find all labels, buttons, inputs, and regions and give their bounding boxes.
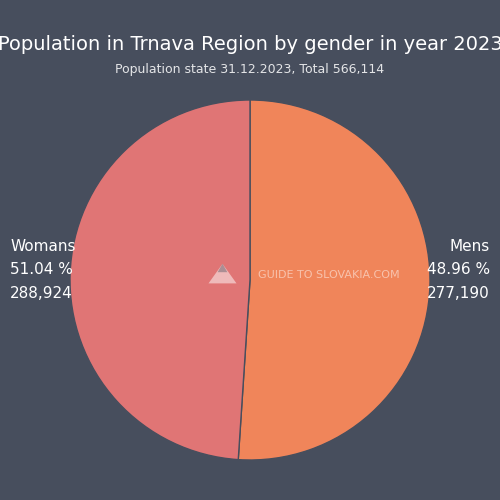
Wedge shape — [238, 100, 430, 460]
Text: Mens
48.96 %
277,190: Mens 48.96 % 277,190 — [427, 239, 490, 301]
Text: GUIDE TO SLOVAKIA.COM: GUIDE TO SLOVAKIA.COM — [258, 270, 399, 280]
Polygon shape — [218, 264, 228, 272]
Text: Population state 31.12.2023, Total 566,114: Population state 31.12.2023, Total 566,1… — [116, 62, 384, 76]
Polygon shape — [208, 264, 236, 283]
Wedge shape — [70, 100, 250, 460]
Text: Population in Trnava Region by gender in year 2023: Population in Trnava Region by gender in… — [0, 35, 500, 54]
Text: Womans
51.04 %
288,924: Womans 51.04 % 288,924 — [10, 239, 76, 301]
